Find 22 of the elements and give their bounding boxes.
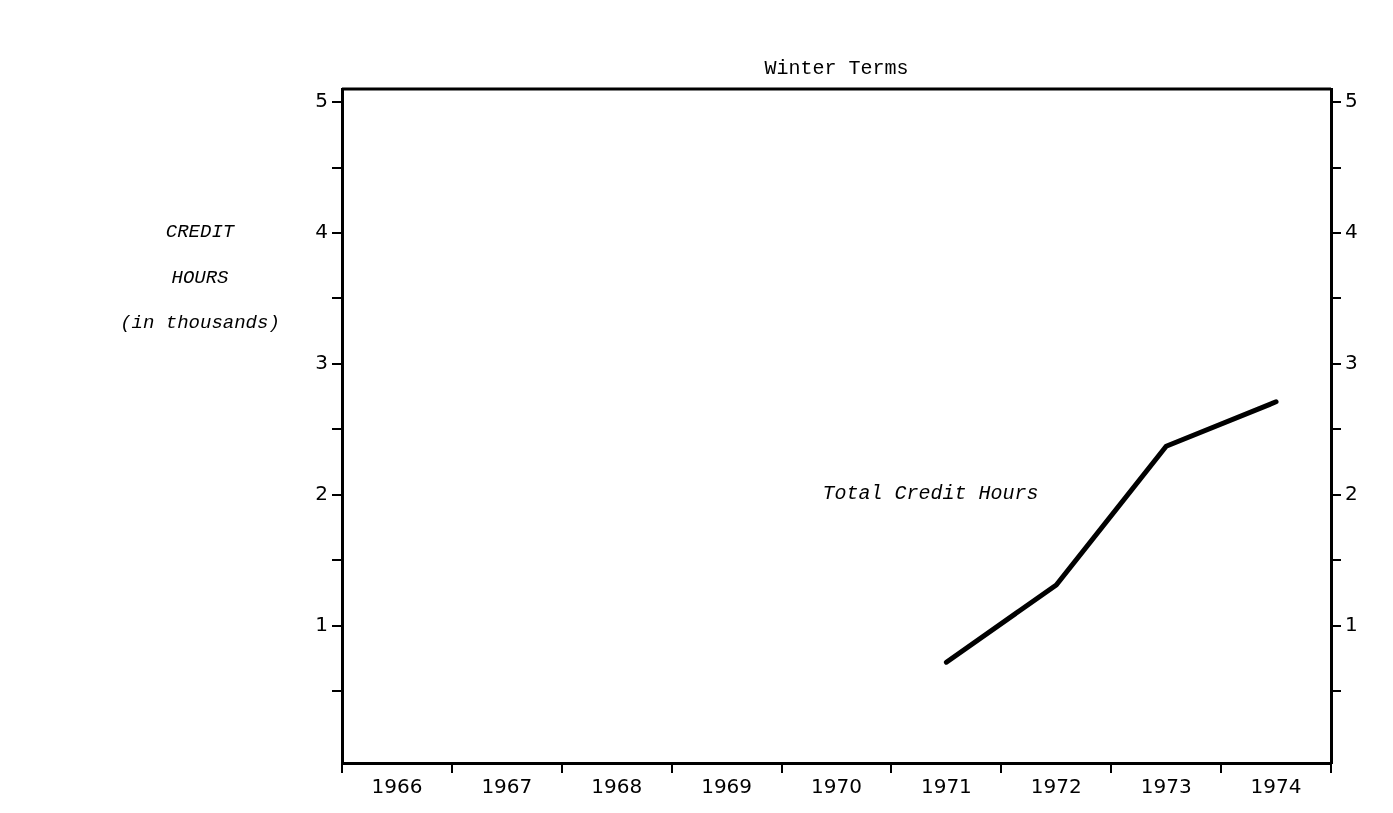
chart-title: Winter Terms	[764, 57, 909, 81]
y-tick-label: 5	[315, 88, 328, 113]
x-tick-label: 1972	[1030, 774, 1082, 799]
x-tick-label: 1970	[811, 774, 862, 799]
y2-tick-label: 4	[1345, 219, 1358, 244]
x-tick-label: 1968	[591, 774, 643, 799]
y-tick-label: 4	[315, 219, 328, 244]
x-tick-label: 1974	[1250, 774, 1302, 799]
annotation: Total Credit Hours	[822, 481, 1039, 505]
y2-tick-label: 2	[1345, 480, 1358, 505]
y2-tick-label: 3	[1345, 350, 1358, 375]
x-tick-label: 1973	[1140, 774, 1192, 799]
y2-tick-label: 1	[1345, 611, 1358, 636]
y2-tick-label: 5	[1345, 88, 1358, 113]
y-tick-label: 3	[315, 350, 328, 375]
x-tick-label: 1966	[371, 774, 423, 799]
x-tick-label: 1971	[920, 774, 972, 799]
x-tick-label: 1969	[701, 774, 753, 799]
x-tick-label: 1967	[481, 774, 533, 799]
text: CREDIT HOURS (in thousands)	[120, 221, 280, 335]
y-tick-label: 2	[315, 480, 328, 505]
y-tick-label: 1	[315, 611, 328, 636]
